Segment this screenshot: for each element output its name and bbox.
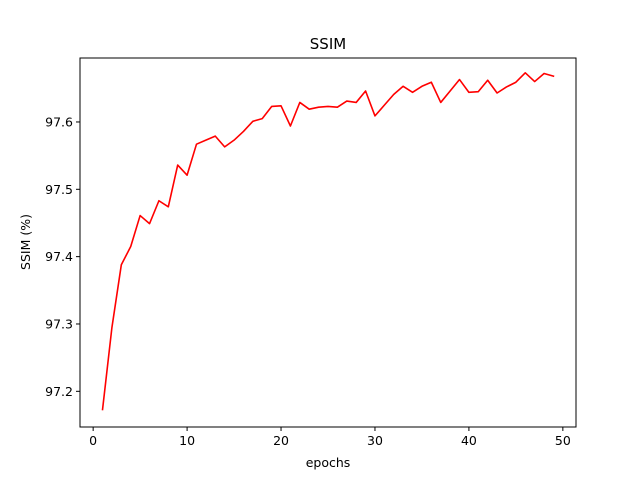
ssim-series-line [101,72,555,411]
x-tick-label: 50 [555,433,571,448]
y-tick-label: 97.4 [45,249,73,264]
axis-ticks: 0 10 20 30 40 50 97.2 97.3 97.4 97.5 97.6 [45,114,571,448]
x-tick-label: 10 [179,433,195,448]
y-axis-label: SSIM (%) [18,214,33,270]
plot-area [101,72,555,411]
y-tick-label: 97.5 [45,182,73,197]
chart-title: SSIM [310,35,346,53]
x-tick-label: 0 [89,433,97,448]
x-axis-label: epochs [306,455,351,470]
axes-frame [79,57,577,428]
y-tick-label: 97.3 [45,316,73,331]
x-tick-label: 30 [367,433,383,448]
x-tick-label: 40 [461,433,477,448]
y-tick-label: 97.2 [45,384,73,399]
y-tick-label: 97.6 [45,114,73,129]
x-tick-label: 20 [273,433,289,448]
